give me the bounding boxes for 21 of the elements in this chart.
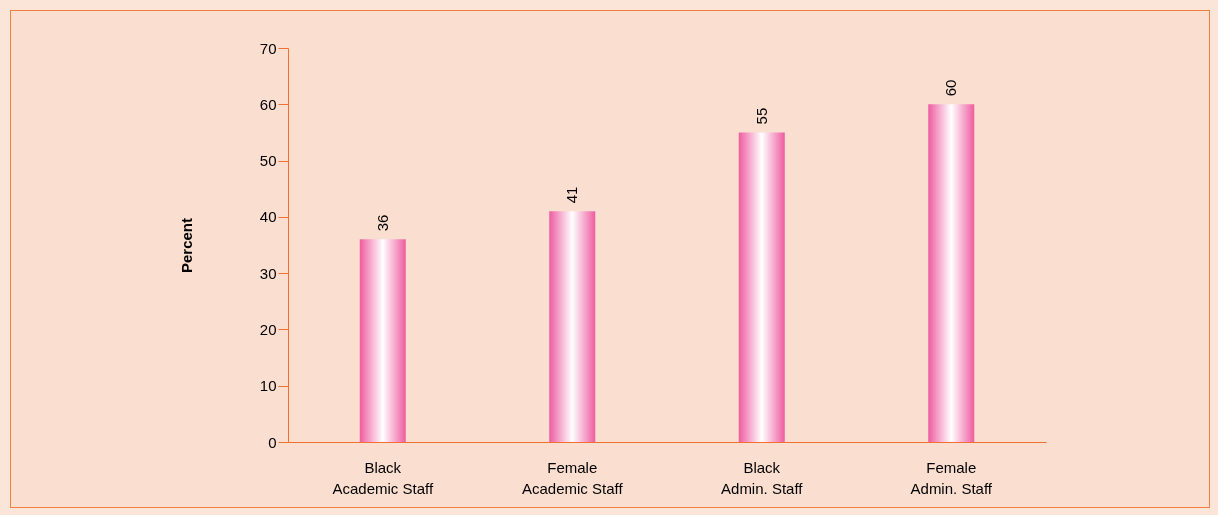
x-tick-label: Female Academic Staff: [521, 458, 624, 497]
data-label: 41: [563, 186, 581, 204]
data-label: 55: [752, 107, 770, 125]
x-tick-label: Black Admin. Staff: [721, 458, 804, 497]
x-tick-label: Female Admin. Staff: [910, 458, 993, 497]
y-tick-label: 10: [259, 377, 277, 395]
bar: [359, 239, 406, 442]
y-tick-label: 70: [259, 39, 277, 57]
y-tick-label: 0: [268, 433, 277, 451]
y-tick-label: 40: [259, 208, 277, 226]
y-tick-label: 50: [259, 152, 277, 170]
x-tick-label: Black Academic Staff: [332, 458, 434, 497]
y-axis-title: Percent: [177, 217, 195, 274]
y-tick-label: 30: [259, 264, 277, 282]
bar: [928, 104, 975, 442]
bar: [549, 211, 596, 442]
data-label: 60: [942, 79, 960, 97]
y-tick-label: 20: [259, 320, 277, 338]
y-tick-label: 60: [259, 95, 277, 113]
data-label: 36: [373, 214, 391, 232]
bar: [738, 132, 785, 442]
